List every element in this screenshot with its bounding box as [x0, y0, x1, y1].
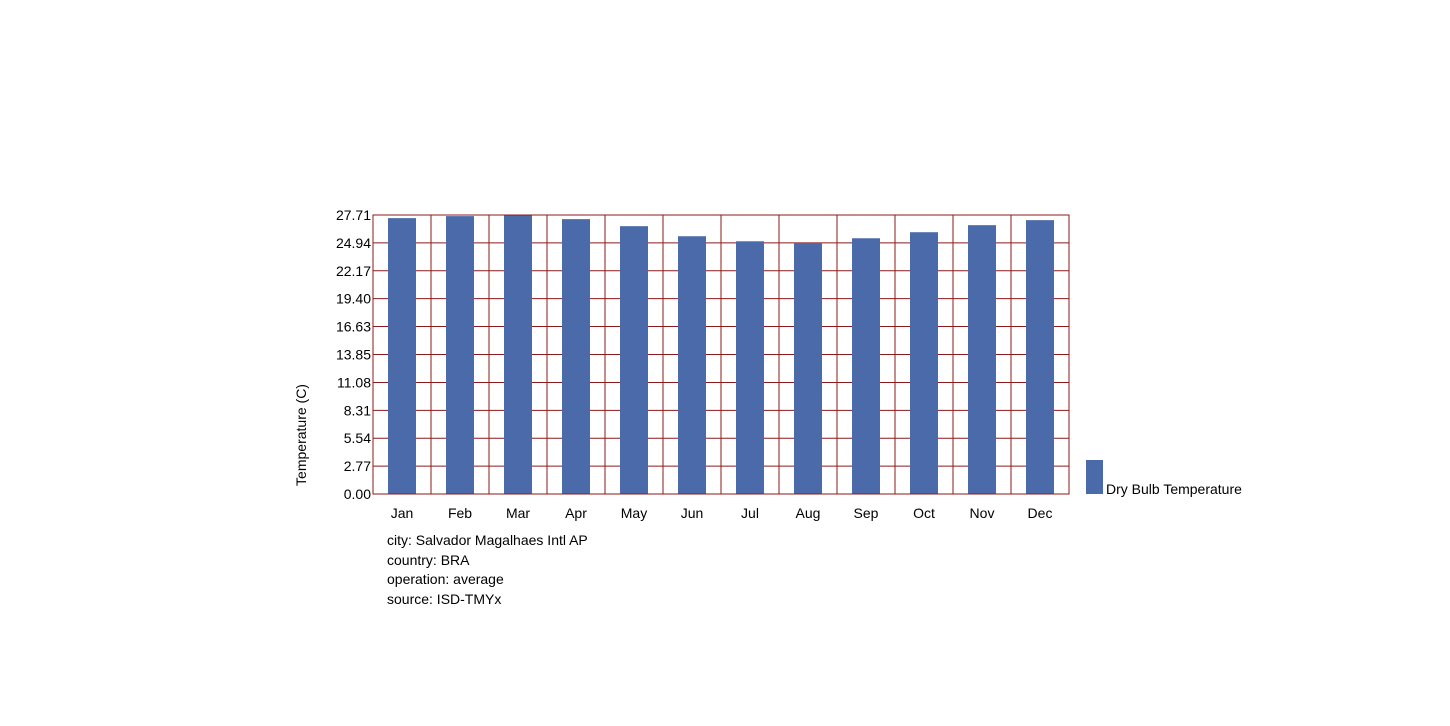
y-axis-title: Temperature (C) [293, 384, 309, 486]
y-tick-labels: 0.00 2.77 5.54 8.31 11.08 13.85 16.63 19.40 22.1… [336, 207, 371, 502]
bar [1026, 220, 1054, 495]
x-tick-label: Aug [796, 505, 821, 521]
x-tick-labels: Jan Feb Mar Apr May Jun Jul Aug Sep Oct Nov Dec [391, 505, 1053, 521]
bar [910, 232, 938, 494]
y-tick-label: 19.40 [336, 291, 371, 307]
frame-layer [372, 214, 1070, 495]
y-tick-label: 0.00 [344, 486, 371, 502]
x-tick-label: Feb [448, 505, 472, 521]
legend-swatch [1086, 460, 1103, 494]
y-tick-label: 16.63 [336, 319, 371, 335]
bar [562, 219, 590, 494]
bar [504, 215, 532, 494]
y-tick-label: 11.08 [337, 374, 371, 390]
legend-label: Dry Bulb Temperature [1106, 481, 1242, 497]
info-country: country: BRA [387, 551, 470, 568]
legend: Dry Bulb Temperature [1086, 460, 1242, 497]
x-tick-label: Mar [506, 505, 530, 521]
x-tick-label: May [621, 505, 647, 521]
bar [794, 243, 822, 494]
y-tick-label: 5.54 [344, 430, 371, 446]
bars-layer [388, 215, 1054, 495]
y-tick-label: 27.71 [336, 207, 371, 223]
y-tick-label: 2.77 [344, 458, 371, 474]
x-tick-label: Oct [913, 505, 935, 521]
x-tick-label: Jun [681, 505, 704, 521]
y-tick-label: 24.94 [336, 235, 371, 251]
grid-layer [373, 214, 1069, 495]
bar [852, 238, 880, 494]
plot-frame [372, 214, 1070, 495]
info-city: city: Salvador Magalhaes Intl AP [387, 532, 588, 548]
x-tick-label: Jul [741, 505, 759, 521]
bar [388, 218, 416, 494]
info-operation: operation: average [387, 571, 504, 587]
bar [678, 236, 706, 494]
bar [736, 241, 764, 494]
bar [968, 225, 996, 494]
x-tick-label: Apr [565, 505, 587, 521]
y-tick-label: 22.17 [336, 263, 371, 279]
x-tick-label: Nov [970, 505, 995, 521]
x-tick-label: Dec [1028, 505, 1053, 521]
info-source: source: ISD-TMYx [387, 590, 502, 607]
bar [446, 216, 474, 494]
y-tick-label: 8.31 [344, 402, 371, 418]
y-tick-label: 13.85 [336, 347, 371, 363]
bar [620, 226, 648, 494]
x-tick-label: Sep [854, 505, 879, 521]
x-tick-label: Jan [391, 505, 414, 521]
info-block: city: Salvador Magalhaes Intl AP country… [387, 531, 588, 609]
